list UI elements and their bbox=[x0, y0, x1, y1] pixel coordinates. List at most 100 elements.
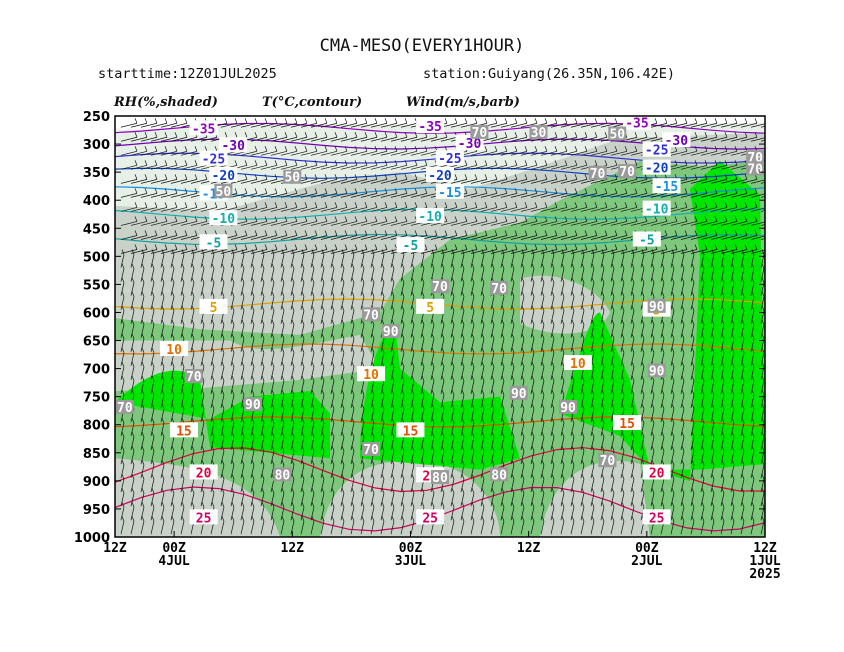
barb-staff bbox=[360, 254, 365, 268]
wind-barb bbox=[190, 249, 195, 268]
barb-feather bbox=[231, 305, 235, 311]
wind-barb bbox=[300, 174, 318, 184]
barb-staff bbox=[470, 221, 488, 226]
wind-barb bbox=[430, 319, 435, 338]
barb-staff bbox=[380, 310, 385, 324]
wind-barb bbox=[680, 118, 698, 128]
barb-staff bbox=[290, 268, 295, 282]
barb-feather bbox=[711, 305, 715, 311]
barb-staff bbox=[680, 408, 685, 423]
barb-staff bbox=[390, 179, 408, 184]
wind-barb bbox=[470, 389, 475, 408]
barb-feather bbox=[561, 249, 565, 255]
wind-barb bbox=[730, 216, 748, 226]
wind-barb bbox=[360, 389, 365, 408]
wind-barb bbox=[290, 389, 295, 408]
barb-staff bbox=[570, 179, 588, 184]
wind-barb bbox=[220, 249, 225, 268]
wind-barb bbox=[390, 459, 395, 479]
barb-staff bbox=[760, 210, 765, 212]
barb-staff bbox=[320, 207, 338, 212]
wind-barb bbox=[540, 445, 545, 465]
barb-staff bbox=[650, 254, 655, 268]
barb-feather bbox=[301, 417, 305, 424]
barb-feather bbox=[161, 375, 165, 381]
wind-barb bbox=[530, 263, 535, 282]
barb-feather bbox=[571, 417, 575, 424]
barb-staff bbox=[680, 338, 685, 352]
wind-barb bbox=[680, 333, 685, 352]
wind-barb bbox=[330, 202, 348, 212]
barb-staff bbox=[300, 450, 305, 465]
barb-staff bbox=[640, 268, 645, 282]
barb-staff bbox=[560, 338, 565, 352]
barb-feather bbox=[394, 188, 398, 194]
wind-barb bbox=[710, 403, 715, 423]
barb-feather bbox=[731, 305, 735, 311]
wind-barb bbox=[400, 291, 405, 310]
barb-staff bbox=[580, 450, 585, 465]
wind-barb bbox=[310, 361, 315, 380]
wind-barb bbox=[400, 174, 418, 184]
barb-feather bbox=[451, 347, 455, 353]
barb-staff bbox=[270, 380, 275, 394]
barb-staff bbox=[720, 150, 738, 156]
barb-staff bbox=[140, 136, 158, 142]
wind-barb bbox=[290, 431, 295, 451]
barb-staff bbox=[460, 221, 478, 226]
wind-barb bbox=[160, 417, 165, 437]
barb-feather bbox=[621, 375, 625, 381]
barb-staff bbox=[430, 136, 448, 142]
wind-barb bbox=[690, 202, 708, 212]
wind-barb bbox=[540, 347, 545, 366]
barb-feather bbox=[314, 174, 318, 180]
barb-staff bbox=[150, 324, 155, 338]
barb-feather bbox=[304, 174, 308, 180]
barb-staff bbox=[400, 122, 418, 128]
barb-feather bbox=[234, 244, 238, 250]
barb-staff bbox=[520, 296, 525, 310]
barb-staff bbox=[320, 408, 325, 423]
barb-staff bbox=[560, 366, 565, 380]
wind-barb bbox=[270, 403, 275, 423]
barb-feather bbox=[775, 132, 777, 137]
barb-feather bbox=[284, 244, 288, 250]
barb-feather bbox=[241, 361, 245, 367]
barb-staff bbox=[450, 122, 468, 128]
barb-feather bbox=[251, 291, 255, 297]
barb-staff bbox=[730, 254, 735, 268]
wind-barb bbox=[600, 431, 605, 451]
wind-barb bbox=[570, 431, 575, 451]
barb-feather bbox=[214, 146, 218, 152]
barb-staff bbox=[170, 150, 188, 156]
wind-barb bbox=[730, 132, 748, 142]
barb-feather bbox=[494, 174, 498, 180]
barb-staff bbox=[530, 338, 535, 352]
barb-feather bbox=[251, 319, 255, 325]
barb-staff bbox=[460, 235, 478, 240]
barb-staff bbox=[520, 366, 525, 380]
barb-feather bbox=[724, 146, 728, 152]
barb-staff bbox=[140, 193, 158, 198]
wind-barb bbox=[180, 216, 198, 226]
barb-staff bbox=[340, 221, 358, 226]
wind-barb bbox=[180, 263, 185, 282]
barb-staff bbox=[340, 366, 345, 380]
wind-barb bbox=[650, 431, 655, 451]
barb-staff bbox=[150, 235, 168, 240]
barb-feather bbox=[481, 389, 485, 396]
barb-staff bbox=[140, 268, 145, 282]
barb-staff bbox=[330, 450, 335, 465]
wind-barb bbox=[330, 445, 335, 465]
wind-barb bbox=[300, 277, 305, 296]
wind-barb bbox=[530, 319, 535, 338]
barb-staff bbox=[240, 296, 245, 310]
barb-feather bbox=[711, 291, 715, 297]
barb-staff bbox=[330, 436, 335, 451]
barb-staff bbox=[280, 136, 298, 142]
barb-feather bbox=[461, 431, 465, 438]
barb-feather bbox=[554, 188, 558, 194]
wind-barb bbox=[360, 216, 378, 226]
barb-feather bbox=[434, 202, 438, 208]
barb-staff bbox=[160, 179, 178, 184]
